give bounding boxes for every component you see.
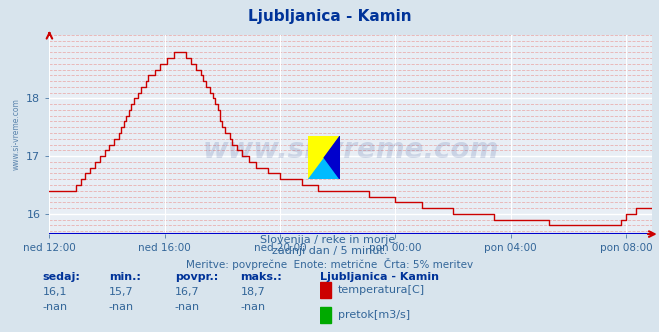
Text: 16,7: 16,7 <box>175 287 199 297</box>
Text: min.:: min.: <box>109 272 140 282</box>
Text: -nan: -nan <box>43 302 68 312</box>
Text: www.si-vreme.com: www.si-vreme.com <box>12 99 21 170</box>
Text: pretok[m3/s]: pretok[m3/s] <box>338 310 410 320</box>
Text: Meritve: povprečne  Enote: metrične  Črta: 5% meritev: Meritve: povprečne Enote: metrične Črta:… <box>186 258 473 270</box>
Bar <box>320 307 331 323</box>
Bar <box>320 282 331 298</box>
Text: www.si-vreme.com: www.si-vreme.com <box>203 136 499 164</box>
Text: -nan: -nan <box>175 302 200 312</box>
Text: temperatura[C]: temperatura[C] <box>338 285 425 295</box>
Text: povpr.:: povpr.: <box>175 272 218 282</box>
Text: Ljubljanica - Kamin: Ljubljanica - Kamin <box>248 9 411 24</box>
Text: Slovenija / reke in morje.: Slovenija / reke in morje. <box>260 235 399 245</box>
Text: zadnji dan / 5 minut.: zadnji dan / 5 minut. <box>272 246 387 256</box>
Text: sedaj:: sedaj: <box>43 272 80 282</box>
Text: 15,7: 15,7 <box>109 287 133 297</box>
Text: 18,7: 18,7 <box>241 287 266 297</box>
Polygon shape <box>308 136 340 179</box>
Text: -nan: -nan <box>109 302 134 312</box>
Text: -nan: -nan <box>241 302 266 312</box>
Polygon shape <box>308 136 340 179</box>
Polygon shape <box>324 136 340 179</box>
Text: Ljubljanica - Kamin: Ljubljanica - Kamin <box>320 272 439 282</box>
Text: maks.:: maks.: <box>241 272 282 282</box>
Text: 16,1: 16,1 <box>43 287 67 297</box>
